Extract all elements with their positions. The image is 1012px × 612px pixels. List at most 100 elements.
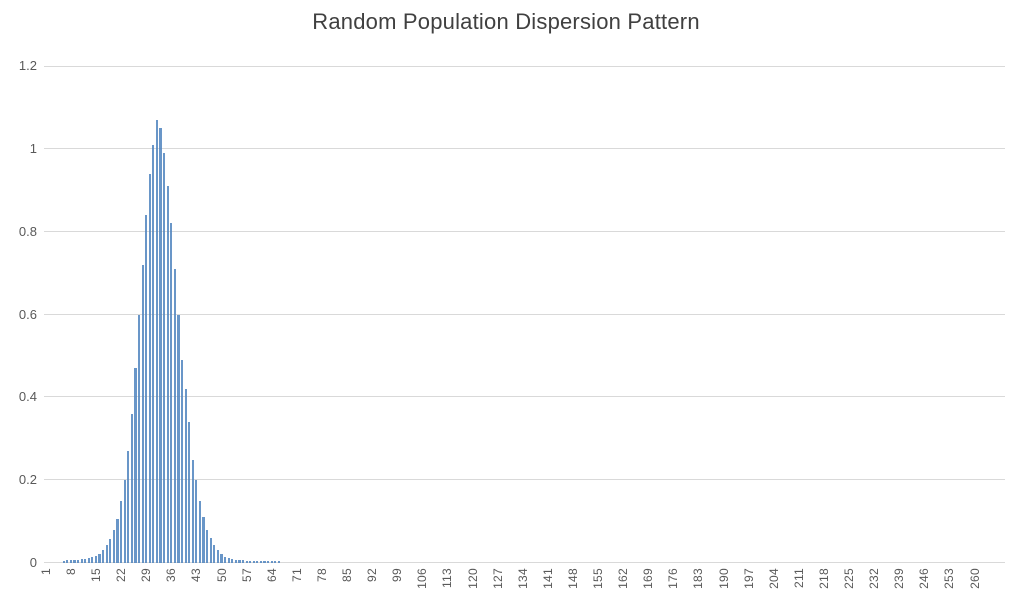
bar	[123, 480, 126, 563]
x-tick-label: 225	[842, 568, 856, 589]
x-tick-label: 253	[942, 568, 957, 589]
x-tick-label: 246	[917, 568, 932, 589]
bar	[98, 553, 101, 563]
bar	[166, 186, 169, 563]
x-tick-label: 29	[139, 568, 154, 582]
x-tick-label: 78	[314, 568, 329, 582]
bar	[163, 153, 166, 563]
y-tick-label: 1.2	[18, 58, 37, 73]
bar	[141, 264, 144, 563]
bar	[241, 560, 245, 563]
bar	[252, 560, 255, 563]
x-tick-label: 15	[89, 568, 103, 582]
bar	[155, 119, 159, 563]
bar	[112, 530, 115, 563]
bar	[220, 553, 223, 563]
bar	[66, 560, 69, 563]
bar	[184, 389, 187, 563]
bar	[206, 529, 209, 563]
x-tick-label: 22	[114, 568, 129, 582]
bar	[137, 314, 141, 563]
bar	[277, 560, 280, 563]
bar	[84, 558, 87, 563]
bar	[177, 314, 180, 563]
bar	[209, 538, 212, 563]
y-tick-label: 0.2	[18, 472, 37, 488]
x-tick-label: 232	[867, 568, 882, 589]
x-tick-label: 169	[641, 568, 656, 589]
bar	[62, 560, 65, 563]
x-tick-label: 92	[365, 568, 380, 582]
x-tick-label: 8	[63, 568, 78, 575]
gridline	[44, 231, 1005, 232]
x-tick-label: 113	[440, 568, 455, 589]
x-tick-label: 204	[766, 568, 781, 589]
bar	[80, 559, 83, 563]
bar	[245, 560, 248, 563]
bar	[91, 557, 94, 563]
bar	[94, 555, 98, 563]
x-tick-label: 99	[390, 568, 405, 582]
bar	[152, 144, 155, 563]
x-tick-label: 71	[289, 568, 304, 582]
bar	[216, 550, 219, 563]
x-tick-label: 148	[565, 568, 580, 589]
x-tick-label: 85	[340, 568, 354, 582]
bar	[238, 560, 241, 563]
bar	[109, 539, 112, 563]
y-tick-label: 0.6	[18, 306, 37, 322]
x-tick-label: 197	[741, 568, 756, 589]
x-tick-label: 162	[616, 568, 631, 589]
x-tick-label: 50	[214, 568, 229, 582]
bar	[173, 268, 176, 563]
x-tick-label: 176	[666, 568, 681, 589]
bar	[69, 560, 72, 563]
bar	[202, 517, 205, 563]
y-tick-label: 0	[29, 555, 37, 570]
x-tick-label: 260	[967, 568, 982, 589]
bar	[130, 413, 133, 563]
x-tick-label: 183	[691, 568, 706, 589]
x-tick-label: 134	[515, 568, 530, 589]
x-tick-label: 127	[490, 568, 505, 589]
x-tick-label: 57	[239, 568, 254, 582]
bar	[159, 128, 162, 563]
bar	[274, 560, 277, 563]
x-tick-label: 239	[892, 568, 907, 589]
bar	[102, 550, 105, 563]
bar	[191, 459, 194, 563]
x-tick-label: 43	[189, 568, 204, 582]
bar	[105, 545, 108, 563]
bar	[148, 173, 151, 563]
bar	[116, 518, 119, 563]
plot-area	[44, 66, 1005, 563]
bar	[259, 560, 263, 563]
x-tick-label: 218	[816, 568, 831, 589]
bar	[195, 480, 198, 563]
x-axis-line	[44, 562, 1005, 563]
bar	[180, 360, 184, 563]
bar	[227, 558, 230, 563]
bar	[256, 560, 259, 563]
bar	[145, 215, 148, 563]
x-tick-label: 36	[164, 568, 179, 582]
bar	[170, 223, 173, 563]
bar	[127, 451, 130, 563]
y-tick-label: 0.4	[18, 389, 37, 405]
bar	[249, 560, 252, 563]
bar	[270, 560, 273, 563]
x-tick-label: 141	[540, 568, 555, 589]
bar	[134, 368, 137, 563]
x-tick-label: 190	[716, 568, 731, 589]
bar	[120, 500, 123, 563]
y-tick-label: 0.8	[18, 223, 37, 239]
x-tick-label: 106	[415, 568, 430, 589]
bar	[198, 500, 202, 563]
bar	[87, 558, 90, 563]
bar	[188, 422, 191, 563]
x-tick-label: 1	[38, 568, 53, 575]
gridline	[44, 314, 1005, 315]
bar	[213, 545, 216, 563]
x-tick-label: 155	[591, 568, 605, 589]
